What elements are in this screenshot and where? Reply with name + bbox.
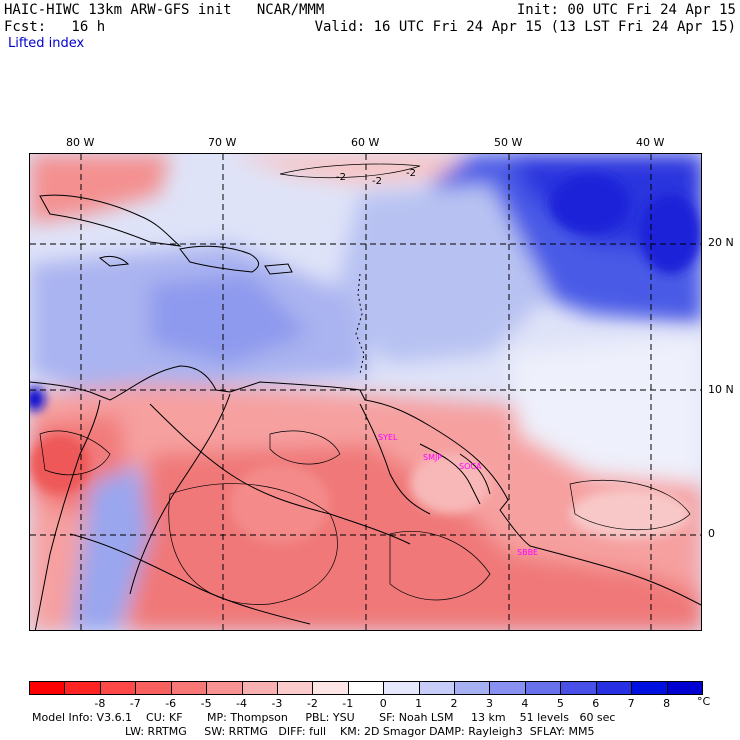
south-america-coast <box>30 365 701 606</box>
colorbar-tick-label: 6 <box>592 697 600 710</box>
colorbar-tick-label: -2 <box>306 697 318 710</box>
field-detail <box>30 174 700 544</box>
shade-caribbean-core <box>150 274 310 364</box>
colorbar-swatch <box>666 681 703 695</box>
colorbar-tick-label: -7 <box>129 697 141 710</box>
forecast-hour: Fcst: 16 h <box>4 19 106 35</box>
lon-label-80w: 80 W <box>66 136 95 149</box>
colorbar-swatch <box>347 681 385 695</box>
lat-label-0: 0 <box>708 527 715 540</box>
contour-label-3: -2 <box>406 168 416 179</box>
colorbar-tick-label: -8 <box>94 697 106 710</box>
country-border-c <box>419 443 481 505</box>
contour-venezuela <box>269 430 341 465</box>
contour-atlantic <box>569 479 691 531</box>
field-name: Lifted index <box>8 36 85 51</box>
colorbar-tick-label: 2 <box>450 697 458 710</box>
puerto-rico-outline <box>264 263 293 275</box>
shade-equatorial-atlantic <box>510 334 701 484</box>
contours <box>39 163 691 605</box>
colorbar-swatch <box>418 681 456 695</box>
colorbar-swatch <box>99 681 137 695</box>
lat-lon-grid <box>30 154 701 630</box>
colorbar-swatch <box>524 681 562 695</box>
lat-label-20n: 20 N <box>708 236 734 249</box>
country-border-b <box>359 403 431 515</box>
jamaica-outline <box>98 255 130 267</box>
country-border-f <box>69 533 311 625</box>
country-border-e <box>129 393 231 595</box>
colorbar-swatch <box>29 681 66 695</box>
colorbar-swatch <box>170 681 208 695</box>
contour-label-2: -2 <box>372 176 382 187</box>
colorbar-swatch <box>276 681 314 695</box>
colorbar-swatch <box>631 681 668 695</box>
colorbar-tick-label: 7 <box>627 697 635 710</box>
shade-north-positive-li <box>30 154 500 184</box>
lifted-index-map: -2 -2 -2 SYEL SMJP SOCA SBBE <box>29 153 702 631</box>
valid-time: Valid: 16 UTC Fri 24 Apr 15 (13 LST Fri … <box>314 19 736 35</box>
station-label-syel: SYEL <box>378 433 398 442</box>
colorbar-unit: °C <box>697 695 711 708</box>
country-border-a <box>149 403 411 545</box>
colorbar-swatch <box>64 681 101 695</box>
contour-amazon-a <box>168 483 338 605</box>
colorbar-tick-label: 3 <box>485 697 493 710</box>
colorbar-tick-label: -5 <box>200 697 212 710</box>
lon-label-70w: 70 W <box>208 136 237 149</box>
station-label-smjp: SMJP <box>423 453 442 462</box>
colorbar-swatch <box>383 681 420 695</box>
colorbar-swatch <box>312 681 349 695</box>
shade-cuba-negative <box>30 154 170 224</box>
colorbar-tick-label: 5 <box>556 697 564 710</box>
colorbar-tick-label: 1 <box>415 697 423 710</box>
model-info-line-2: LW: RRTMG SW: RRTMG DIFF: full KM: 2D Sm… <box>125 725 595 738</box>
contour-value-labels: -2 -2 -2 <box>336 168 416 187</box>
colorbar-swatch <box>595 681 633 695</box>
colombia-pacific-coast <box>34 399 101 630</box>
colorbar-tick-label: 0 <box>379 697 387 710</box>
contour-west <box>39 430 111 476</box>
shade-central-blue <box>330 184 550 364</box>
lat-label-10n: 10 N <box>708 383 734 396</box>
coastlines <box>30 194 701 630</box>
contour-amazon-b <box>389 531 491 601</box>
colorbar-tick-label: 8 <box>663 697 671 710</box>
model-title: HAIC-HIWC 13km ARW-GFS init NCAR/MMM <box>4 2 325 18</box>
colorbar-swatch <box>241 681 278 695</box>
colorbar-swatch <box>454 681 491 695</box>
colorbar-swatch <box>560 681 597 695</box>
country-border-d <box>459 453 491 495</box>
lon-label-50w: 50 W <box>494 136 523 149</box>
station-label-soca: SOCA <box>459 462 482 471</box>
model-info-line-1: Model Info: V3.6.1 CU: KF MP: Thompson P… <box>32 711 616 724</box>
map-canvas: -2 -2 -2 SYEL SMJP SOCA SBBE <box>30 154 701 630</box>
lon-label-60w: 60 W <box>351 136 380 149</box>
lon-label-40w: 40 W <box>636 136 665 149</box>
colorbar-swatch <box>135 681 172 695</box>
cuba-outline <box>39 194 182 247</box>
colorbar-tick-label: -6 <box>165 697 177 710</box>
colorbar-swatch <box>489 681 526 695</box>
lesser-antilles <box>355 273 365 375</box>
colorbar-tick-label: -4 <box>236 697 247 710</box>
station-label-sbbe: SBBE <box>517 548 538 557</box>
contour-north <box>279 163 421 179</box>
hispaniola-outline <box>179 245 259 273</box>
colorbar-swatch <box>206 681 243 695</box>
colorbar-tick-label: -1 <box>342 697 354 710</box>
init-time: Init: 00 UTC Fri 24 Apr 15 <box>516 2 736 18</box>
colorbar-tick-label: -3 <box>271 697 283 710</box>
contour-label-1: -2 <box>336 172 346 183</box>
colorbar-tick-label: 4 <box>521 697 529 710</box>
